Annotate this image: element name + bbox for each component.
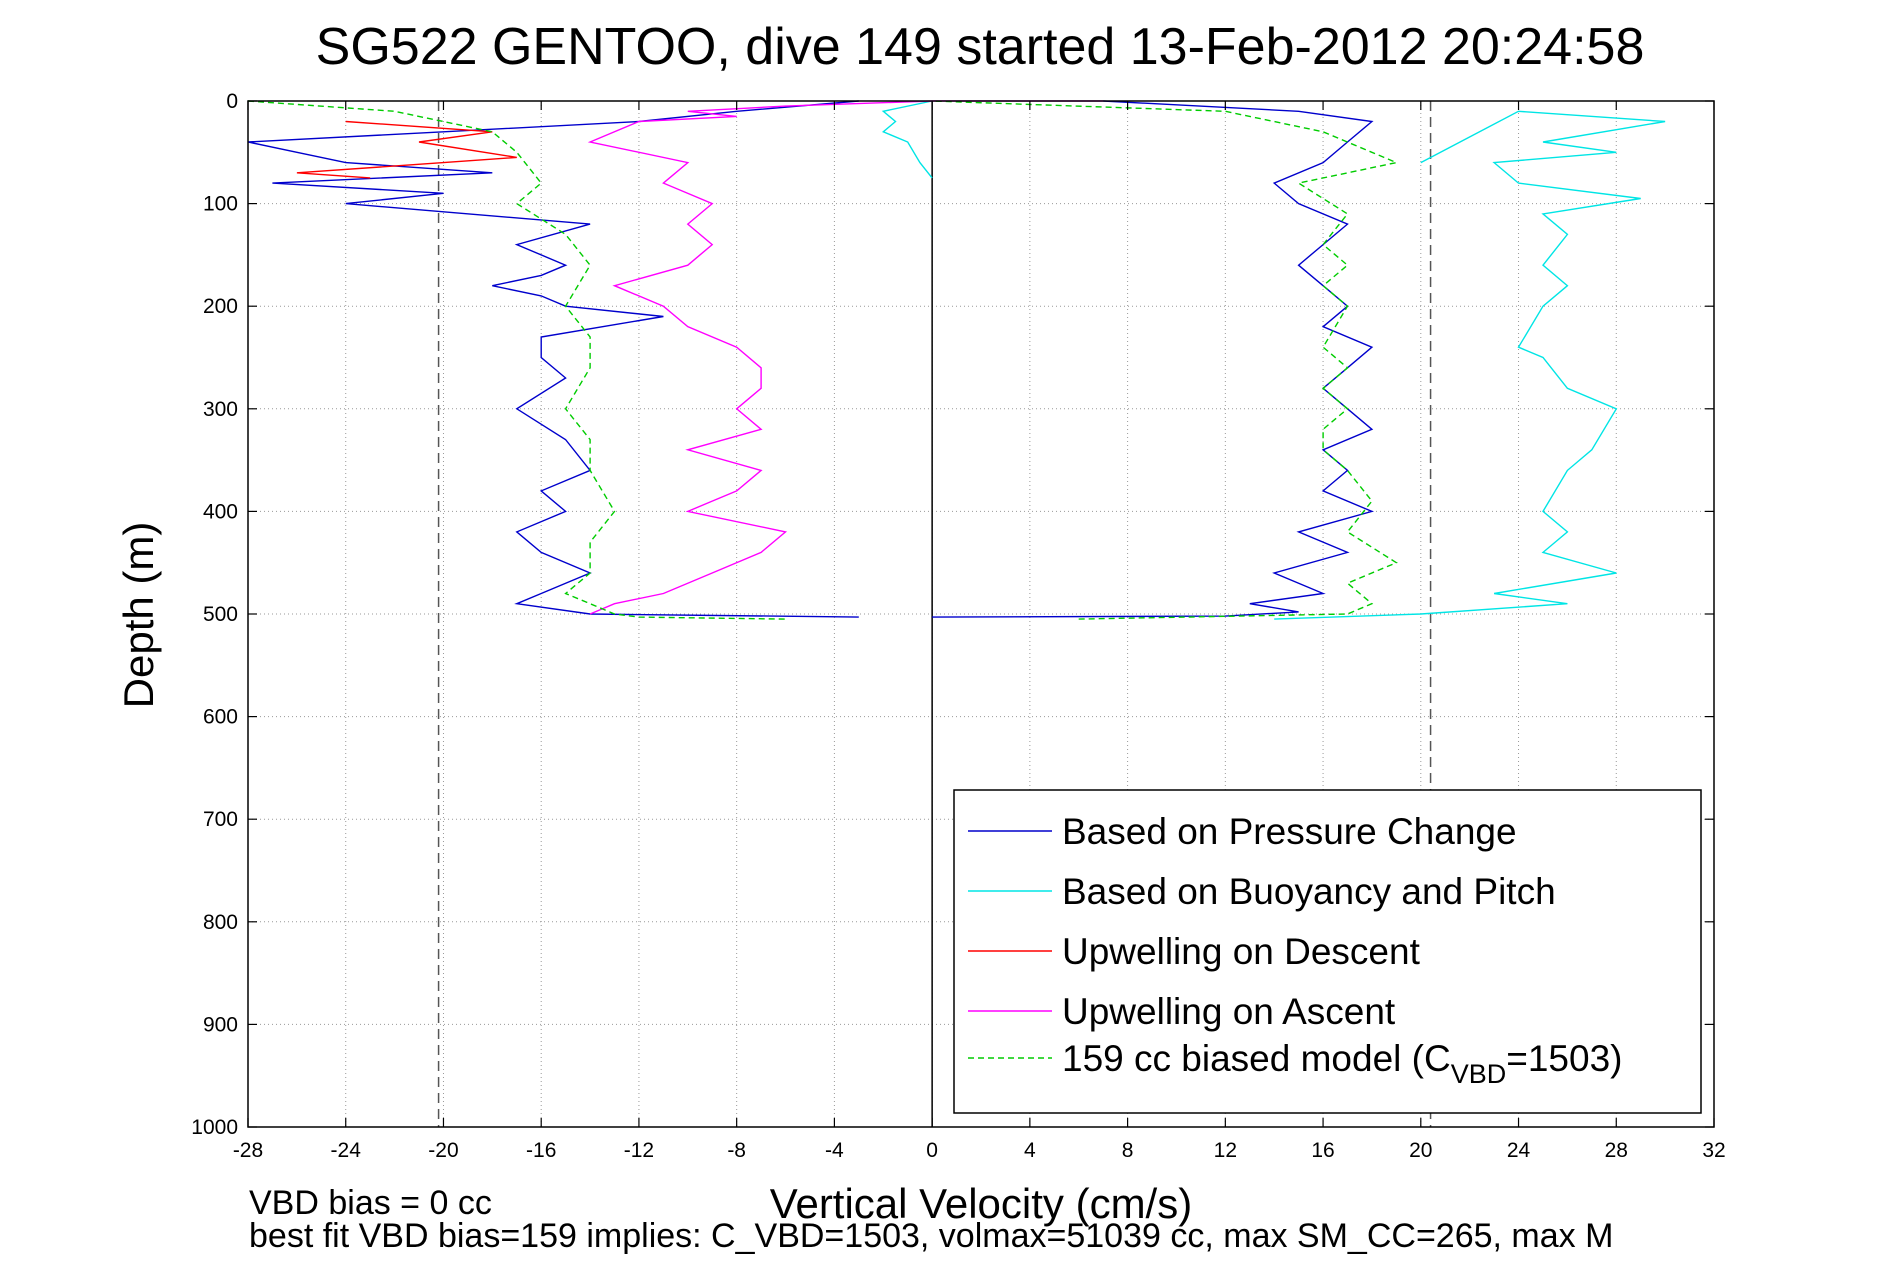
x-tick-label: 0 [926, 1139, 938, 1162]
series-line-5 [932, 100, 1399, 620]
y-tick-label: 500 [203, 603, 238, 626]
legend: Based on Pressure Change Based on Buoyanc… [953, 789, 1702, 1114]
x-tick-label: -24 [331, 1139, 362, 1162]
y-tick-label: 800 [203, 911, 238, 934]
y-tick-label: 200 [203, 295, 238, 318]
y-tick-label: 700 [203, 808, 238, 831]
x-axis-label: Vertical Velocity (cm/s) [770, 1180, 1192, 1227]
x-tick-label: 16 [1311, 1139, 1334, 1162]
series-line-1 [932, 100, 1375, 618]
y-axis-label: Depth (m) [115, 522, 162, 709]
series-line-1 [247, 100, 859, 618]
series-line-2 [881, 100, 933, 179]
x-tick-label: -12 [624, 1139, 654, 1162]
x-tick-label: -4 [825, 1139, 844, 1162]
chart-title: SG522 GENTOO, dive 149 started 13-Feb-20… [316, 18, 1645, 76]
y-tick-label: 900 [203, 1013, 238, 1036]
x-axis-ticks: -28 -24 -20 -16 -12 -8 -4 0 4 8 12 16 20 24 28 32 [233, 101, 1726, 1162]
x-tick-label: 32 [1702, 1139, 1725, 1162]
legend-box [953, 789, 1702, 1114]
vbd-bias-note: VBD bias = 0 cc [249, 1184, 492, 1222]
y-axis-ticks: 0 100 200 300 400 500 600 700 800 900 1000 [191, 90, 1714, 1139]
legend-label: 159 cc biased model (CVBD=1503) [1062, 1038, 1622, 1089]
best-fit-note: best fit VBD bias=159 implies: C_VBD=150… [249, 1217, 1613, 1255]
y-tick-label: 400 [203, 500, 238, 523]
series-group [247, 100, 1666, 620]
y-tick-label: 300 [203, 398, 238, 421]
legend-label: Upwelling on Descent [1062, 931, 1421, 972]
series-line-2 [1274, 110, 1666, 620]
series-line-3 [296, 120, 517, 179]
legend-label: Based on Pressure Change [1062, 811, 1517, 852]
x-tick-label: -28 [233, 1139, 263, 1162]
series-line-4 [638, 100, 1104, 123]
x-tick-label: 4 [1024, 1139, 1036, 1162]
x-tick-label: -8 [727, 1139, 746, 1162]
x-tick-label: -16 [526, 1139, 556, 1162]
x-tick-label: 28 [1605, 1139, 1628, 1162]
x-tick-label: 20 [1409, 1139, 1432, 1162]
x-tick-label: 8 [1122, 1139, 1134, 1162]
y-tick-label: 1000 [191, 1116, 238, 1139]
y-tick-label: 0 [226, 90, 238, 113]
series-line-4 [587, 120, 788, 615]
series-line-5 [247, 100, 786, 620]
legend-label: Upwelling on Ascent [1062, 991, 1396, 1032]
x-tick-label: 12 [1214, 1139, 1237, 1162]
x-tick-label: -20 [428, 1139, 458, 1162]
legend-label: Based on Buoyancy and Pitch [1062, 871, 1556, 912]
y-tick-label: 100 [203, 193, 238, 216]
x-tick-label: 24 [1507, 1139, 1531, 1162]
y-tick-label: 600 [203, 706, 238, 729]
